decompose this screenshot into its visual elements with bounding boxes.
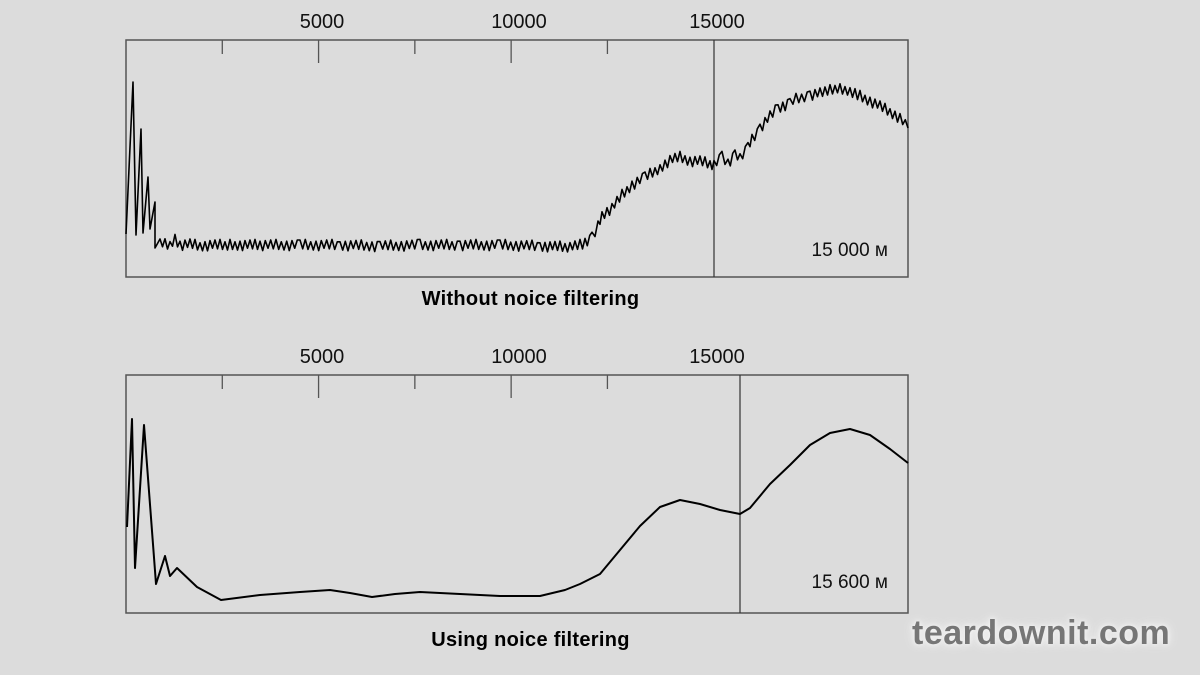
x-tick-label: 15000 bbox=[689, 346, 745, 368]
x-tick-label: 5000 bbox=[300, 346, 345, 368]
x-tick-label: 10000 bbox=[491, 346, 547, 368]
distance-label: 15 600 м bbox=[812, 572, 888, 593]
signal-line bbox=[125, 81, 909, 253]
x-tick-label: 10000 bbox=[491, 11, 547, 33]
x-tick-label: 15000 bbox=[689, 11, 745, 33]
signal-line bbox=[126, 418, 909, 601]
x-tick-label: 5000 bbox=[300, 11, 345, 33]
chart-title-with-filtering: Using noice filtering bbox=[431, 629, 630, 651]
chart-without-filtering: 5000 10000 15000 15 000 м bbox=[125, 11, 909, 278]
plot-frame bbox=[125, 374, 909, 614]
plot-frame bbox=[125, 39, 909, 278]
chart-with-filtering: 5000 10000 15000 15 600 м bbox=[125, 346, 909, 614]
chart-title-without-filtering: Without noice filtering bbox=[421, 288, 640, 310]
distance-label: 15 000 м bbox=[812, 240, 888, 261]
watermark-logo: teardownit.com bbox=[912, 614, 1171, 652]
